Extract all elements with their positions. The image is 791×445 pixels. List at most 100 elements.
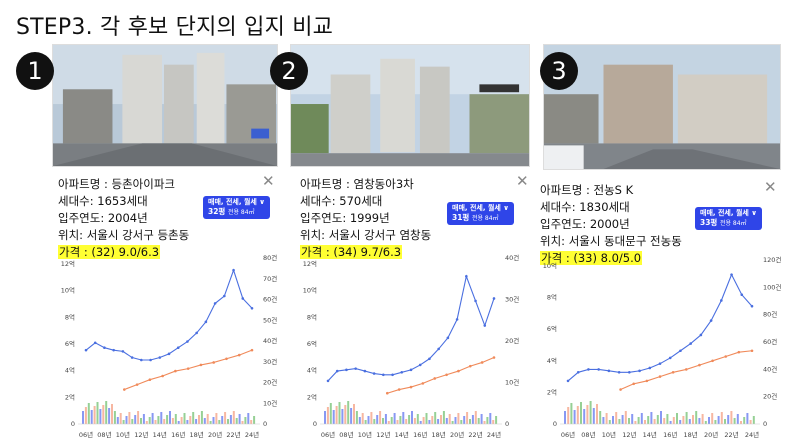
x-tick-label: 06년 [561,430,575,439]
volume-bar [422,417,425,424]
volume-bar [341,409,344,424]
y-right-tick-label: 60건 [263,295,277,304]
data-point [638,369,641,373]
volume-bar [714,420,717,424]
volume-bar [634,421,637,424]
volume-bar [238,414,241,424]
volume-bar [605,413,608,424]
volume-bar [361,413,364,424]
data-point [148,378,152,381]
volume-bar [589,401,592,424]
apartment-name: 아파트명 : 염창동아3차 [300,177,414,191]
y-left-tick-label: 8억 [547,294,557,302]
volume-bar [250,420,253,424]
trade-type-dropdown-3[interactable]: 매매, 전세, 월세 ∨ 33평 전용 84㎡ [695,207,762,230]
apartment-info-2: 아파트명 : 염창동아3차 세대수: 570세대 입주연도: 1999년 위치:… [300,176,431,261]
volume-bar [111,404,113,424]
volume-bar [142,414,145,424]
volume-bar [82,411,84,424]
trade-type-dropdown-1[interactable]: 매매, 전세, 월세 ∨ 32평 전용 84㎡ [203,196,270,219]
volume-bar [567,407,570,424]
data-point [223,294,226,298]
data-point [587,368,590,371]
y-right-tick-label: 100건 [763,282,781,291]
volume-bar [335,406,338,424]
x-tick-label: 20년 [450,430,464,439]
candidate-number-badge-1: 1 [16,52,54,90]
volume-bar [425,413,428,424]
volume-bar [332,410,335,424]
volume-bar [685,412,688,424]
volume-bar [151,413,154,424]
household-count: 세대수: 1830세대 [540,200,630,214]
data-point [689,342,692,345]
volume-bar [576,406,579,424]
volume-bar [373,419,376,424]
data-point [750,304,754,308]
volume-bar [733,418,736,424]
x-tick-label: 20년 [704,430,718,439]
volume-bar [113,411,116,424]
volume-bar [682,416,685,424]
volume-bar [215,413,218,424]
volume-bar [676,413,678,424]
volume-bar [203,418,206,424]
x-tick-label: 14년 [153,430,167,439]
volume-bar [471,415,474,424]
data-point [671,370,675,374]
volume-bar [666,414,669,424]
y-right-tick-label: 50건 [263,315,277,324]
volume-bar [408,415,411,424]
volume-bar [174,414,177,424]
y-right-tick-label: 20건 [505,336,519,345]
candidate-number-badge-3: 3 [540,52,578,90]
data-point [121,350,125,353]
data-point [409,368,413,372]
y-right-tick-label: 30건 [263,357,277,366]
close-icon[interactable]: ✕ [764,178,777,196]
data-point [457,369,460,373]
volume-bar [413,418,416,424]
apartment-name: 아파트명 : 전농S K [540,183,634,197]
volume-bar [701,414,704,424]
volume-bar [637,417,640,424]
volume-bar [624,411,627,424]
volume-bar [353,404,355,424]
x-tick-label: 10년 [358,430,372,439]
volume-bar [227,419,229,424]
trade-type-dropdown-2[interactable]: 매매, 전세, 월세 ∨ 31평 전용 84㎡ [447,202,514,225]
price-chart-2: 0 2억 4억 6억 8억 10억 12억 0 10건 20건 30건 40건 06년 08년 10년 12년… [300,250,522,440]
volume-bar [586,405,589,424]
household-count: 세대수: 1653세대 [58,194,148,208]
data-point [740,293,744,297]
volume-bar [221,416,224,424]
volume-bar [736,414,739,424]
volume-bar [382,418,384,424]
x-tick-label: 22년 [468,430,482,439]
close-icon[interactable]: ✕ [262,172,275,190]
volume-bar [720,412,723,424]
close-icon[interactable]: ✕ [516,172,529,190]
data-point [632,382,636,386]
y-right-tick-label: 10건 [505,378,519,387]
volume-bar [180,417,183,424]
data-point [465,275,468,278]
y-right-tick-label: 40건 [763,364,777,373]
x-tick-label: 08년 [581,430,595,439]
x-tick-label: 18년 [190,430,204,439]
data-point [225,357,228,361]
y-left-tick-label: 4억 [65,367,75,375]
volume-bar [84,407,87,424]
volume-bar [393,413,396,424]
volume-bar [730,411,733,424]
volume-bar [96,402,99,424]
volume-bar [177,421,180,424]
x-tick-label: 18년 [432,430,446,439]
x-tick-label: 22년 [226,430,240,439]
data-point [492,356,496,359]
volume-bar [669,421,672,424]
volume-bar [90,410,93,424]
data-point [474,299,477,303]
volume-bar [396,420,399,424]
volume-bar [708,417,710,424]
